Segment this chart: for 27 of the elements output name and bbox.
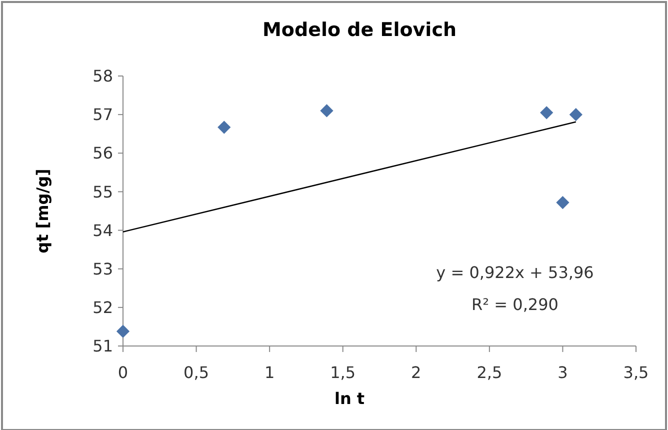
point — [320, 104, 334, 118]
y-tick-label: 56 — [92, 144, 113, 163]
x-tick-label: 1,5 — [330, 363, 356, 382]
chart-title: Modelo de Elovich — [262, 19, 456, 41]
x-axis-title: ln t — [334, 389, 365, 408]
x-tick-label: 0,5 — [184, 363, 210, 382]
annotation: R² = 0,290 — [472, 295, 558, 314]
y-tick-label: 52 — [92, 298, 113, 318]
point — [540, 106, 554, 120]
annotation: y = 0,922x + 53,96 — [436, 263, 594, 282]
point — [556, 196, 570, 210]
x-tick-label: 3,5 — [623, 363, 649, 382]
y-axis-title: qt [mg/g] — [33, 168, 52, 254]
point — [218, 120, 231, 134]
y-tick-label: 58 — [92, 66, 113, 86]
point — [116, 324, 130, 338]
y-tick-label: 53 — [92, 259, 113, 278]
x-tick-label: 2,5 — [476, 363, 502, 382]
x-tick-label: 3 — [558, 363, 568, 382]
point — [569, 108, 582, 122]
x-tick-label: 0 — [118, 363, 128, 382]
y-tick-label: 55 — [92, 182, 113, 202]
y-tick-label: 51 — [92, 336, 113, 356]
x-tick-label: 2 — [411, 363, 422, 382]
y-tick-label: 54 — [92, 220, 113, 240]
x-tick-label: 1 — [264, 363, 275, 382]
y-tick-label: 57 — [92, 105, 113, 124]
